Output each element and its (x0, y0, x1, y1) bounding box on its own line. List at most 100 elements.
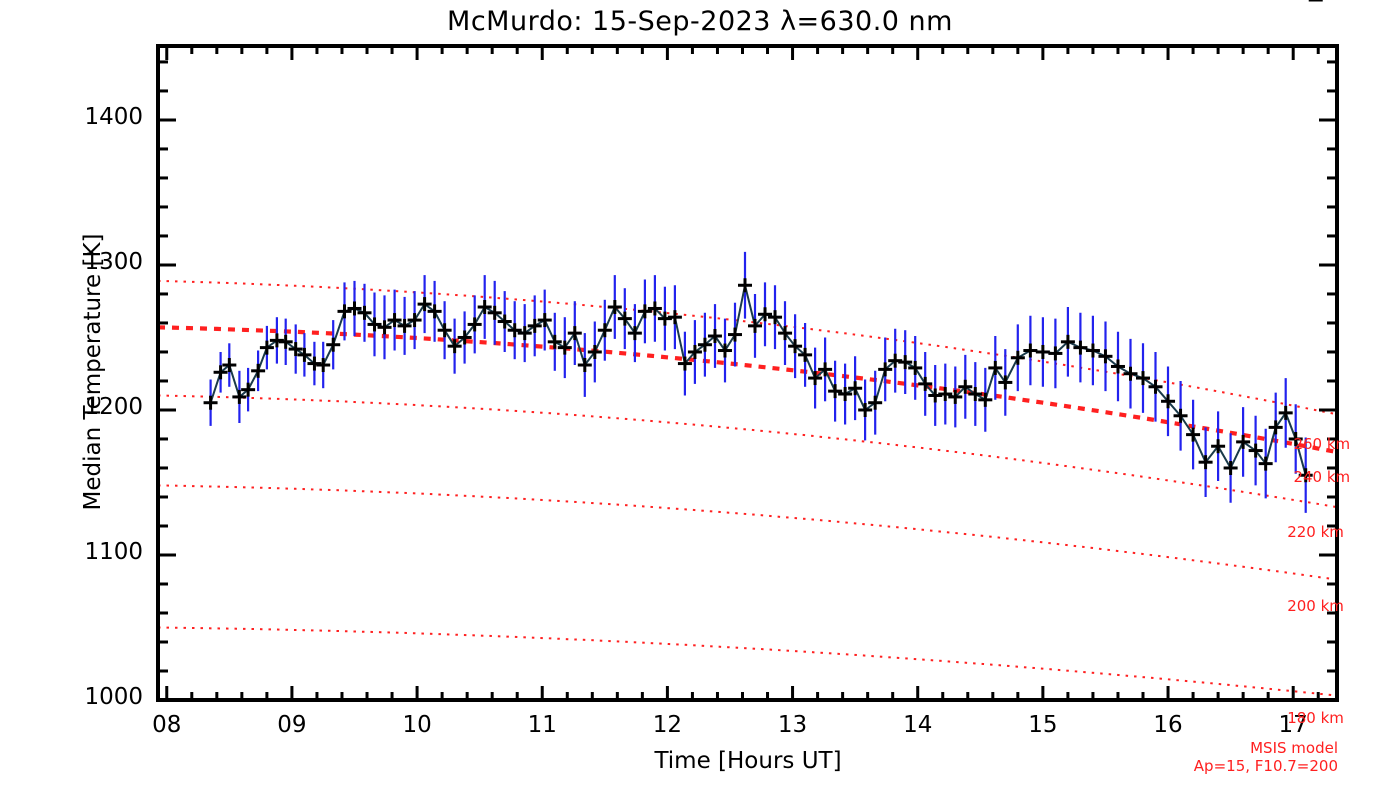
plus-marker (617, 311, 632, 326)
model-curve-220-km (157, 394, 1338, 509)
plus-marker (828, 384, 843, 399)
x-tick-label: 11 (527, 712, 557, 738)
plus-marker (1060, 334, 1075, 349)
plus-marker (213, 365, 228, 380)
x-tick-label: 09 (277, 712, 307, 738)
plus-marker (507, 323, 522, 338)
plus-marker (908, 360, 923, 375)
plus-marker (203, 395, 218, 410)
plus-marker (1023, 343, 1038, 358)
plus-marker (487, 305, 502, 320)
plus-marker (1173, 408, 1188, 423)
plus-marker (241, 382, 256, 397)
plus-marker (978, 392, 993, 407)
altitude-label-260-km: 260 km (1293, 434, 1351, 453)
plus-marker (707, 329, 722, 344)
x-tick-label: 10 (402, 712, 432, 738)
plus-marker (316, 358, 331, 373)
y-tick-label: 1000 (84, 684, 143, 710)
plus-marker (768, 310, 783, 325)
plus-marker (417, 297, 432, 312)
plus-marker (808, 371, 823, 386)
plus-marker (1035, 344, 1050, 359)
plus-marker (918, 376, 933, 391)
plus-marker (717, 343, 732, 358)
plus-marker (1048, 346, 1063, 361)
plus-marker (1298, 468, 1313, 483)
plus-marker (232, 389, 247, 404)
plus-marker (288, 342, 303, 357)
plus-marker (1288, 431, 1303, 446)
model-curve-260-km (157, 279, 1338, 416)
plus-marker (477, 300, 492, 315)
y-tick-label: 1200 (84, 393, 143, 420)
plus-marker (467, 317, 482, 332)
plus-marker (407, 313, 422, 328)
page-title: McMurdo: 15-Sep-2023 λ=630.0 nm (447, 6, 953, 37)
plus-marker (222, 358, 237, 373)
y-tick-label: 1400 (84, 103, 143, 130)
plus-marker (818, 362, 833, 377)
plus-marker (1148, 379, 1163, 394)
altitude-label-200-km: 200 km (1287, 597, 1344, 616)
model-curve-200-km (157, 484, 1338, 581)
plus-marker (1248, 443, 1263, 458)
plus-marker (988, 360, 1003, 375)
x-tick-label: 12 (652, 712, 683, 738)
plot-frame (156, 44, 1339, 702)
plus-marker (607, 300, 622, 315)
x-tick-label: 14 (903, 712, 933, 738)
plus-marker (1198, 455, 1213, 470)
plus-marker (1161, 394, 1176, 409)
plus-marker (457, 330, 472, 345)
plus-marker (1223, 460, 1238, 475)
plus-marker (1073, 340, 1088, 355)
x-tick-label: 08 (152, 712, 182, 738)
plus-marker (998, 375, 1013, 390)
plus-marker (567, 326, 582, 341)
plus-marker (778, 326, 793, 341)
plus-marker (727, 327, 742, 342)
plus-marker (587, 344, 602, 359)
plus-marker (938, 387, 953, 402)
plus-marker (447, 339, 462, 354)
plus-marker (627, 326, 642, 341)
msis-params-note: Ap=15, F10.7=200 (1193, 757, 1338, 775)
axis-frame (156, 44, 1339, 702)
data-point-markers (203, 0, 1323, 483)
plus-marker (637, 304, 652, 319)
plus-marker (1085, 343, 1100, 358)
plus-marker (337, 304, 352, 319)
plus-marker (1123, 366, 1138, 381)
x-tick-label: 15 (1028, 712, 1058, 738)
plus-marker (547, 334, 562, 349)
plus-marker (677, 356, 692, 371)
plus-marker (948, 389, 963, 404)
plus-marker (437, 323, 452, 338)
plus-marker (798, 347, 813, 362)
x-tick-label: 17 (1278, 712, 1308, 738)
plus-marker (1110, 359, 1125, 374)
altitude-label-220-km: 220 km (1287, 523, 1344, 542)
plus-marker (527, 318, 542, 333)
plus-marker (1258, 456, 1273, 471)
y-tick-label: 1300 (84, 248, 143, 275)
plus-marker (737, 278, 752, 293)
plus-marker (597, 323, 612, 338)
plus-marker (898, 355, 913, 370)
plus-marker (697, 337, 712, 352)
plus-marker (1211, 439, 1226, 454)
plus-marker (968, 387, 983, 402)
plus-marker (357, 305, 372, 320)
plus-marker (858, 402, 873, 417)
plus-marker (687, 344, 702, 359)
plus-marker (667, 310, 682, 325)
plus-marker (958, 379, 973, 394)
plus-marker (758, 307, 773, 322)
plus-marker (497, 314, 512, 329)
altitude-label-240-km: 240 km (1293, 468, 1351, 487)
plus-marker (868, 395, 883, 410)
plus-marker (1010, 350, 1025, 365)
